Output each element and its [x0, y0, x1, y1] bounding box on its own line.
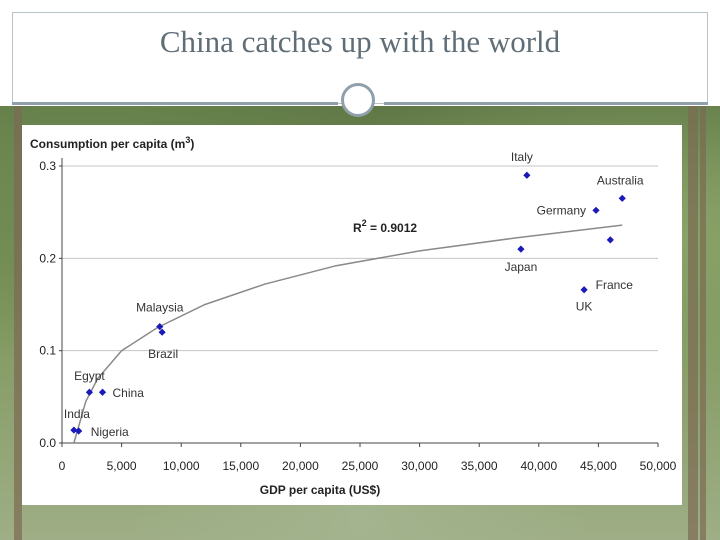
tree-trunk	[688, 106, 698, 540]
x-tick-label: 40,000	[520, 459, 557, 473]
x-tick-label: 0	[59, 459, 66, 473]
point-label-australia: Australia	[597, 173, 644, 187]
point-label-uk: UK	[576, 300, 593, 314]
y-tick-label: 0.0	[39, 436, 56, 450]
title-rule-left	[12, 102, 338, 105]
x-tick-label: 25,000	[342, 459, 379, 473]
data-point-germany	[592, 206, 600, 214]
x-tick-label: 35,000	[461, 459, 498, 473]
tree-trunk	[14, 106, 22, 540]
x-tick-label: 15,000	[222, 459, 259, 473]
tree-trunk	[700, 106, 706, 540]
data-point-egypt	[85, 388, 94, 396]
x-tick-label: 5,000	[107, 459, 137, 473]
x-tick-label: 50,000	[640, 459, 677, 473]
x-tick-label: 30,000	[401, 459, 438, 473]
x-tick-label: 20,000	[282, 459, 319, 473]
point-label-france: France	[596, 278, 634, 292]
y-tick-label: 0.1	[39, 344, 56, 358]
point-label-italy: Italy	[511, 150, 533, 164]
data-point-australia	[618, 194, 626, 202]
title-rule-circle	[341, 83, 375, 117]
slide-title: China catches up with the world	[159, 24, 561, 59]
data-point-france	[606, 236, 614, 244]
x-tick-label: 45,000	[580, 459, 617, 473]
point-label-nigeria: Nigeria	[91, 425, 129, 439]
r-squared-label: R2 = 0.9012	[353, 218, 417, 235]
trendline	[73, 224, 623, 444]
x-axis-label: GDP per capita (US$)	[260, 483, 380, 497]
data-point-japan	[517, 245, 525, 253]
point-label-japan: Japan	[505, 260, 538, 274]
data-point-nigeria	[75, 427, 83, 435]
x-tick-label: 10,000	[163, 459, 200, 473]
data-point-brazil	[158, 328, 166, 336]
point-label-india: India	[64, 407, 90, 421]
chart-title: Consumption per capita (m3)	[30, 135, 194, 151]
title-rule-right	[384, 102, 708, 105]
data-point-china	[98, 388, 107, 396]
y-tick-label: 0.3	[39, 159, 56, 173]
y-tick-label: 0.2	[39, 251, 56, 265]
point-label-germany: Germany	[537, 203, 586, 217]
scatter-chart: 0.0 0.1 0.2 0.3 0 5,000 10,000 15,000 20,000 25,0…	[30, 135, 677, 497]
point-label-china: China	[113, 386, 145, 400]
point-label-malaysia: Malaysia	[136, 301, 184, 315]
point-label-brazil: Brazil	[148, 347, 178, 361]
data-point-india	[70, 426, 78, 434]
point-label-egypt: Egypt	[74, 369, 105, 383]
data-point-uk	[580, 286, 588, 294]
data-point-italy	[523, 171, 531, 179]
chart-panel: 0.0 0.1 0.2 0.3 0 5,000 10,000 15,000 20,000 25,0…	[22, 125, 682, 505]
